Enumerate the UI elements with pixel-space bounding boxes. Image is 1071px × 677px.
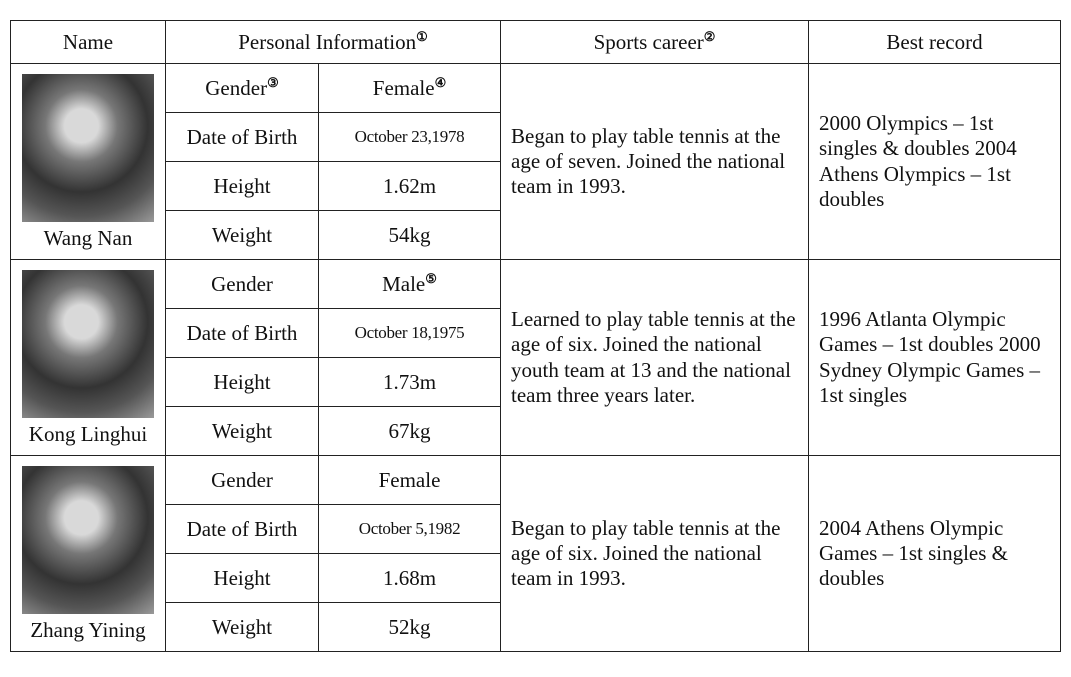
header-cell: Best record bbox=[809, 21, 1061, 64]
info-label: Gender bbox=[166, 456, 319, 505]
header-cell: Personal Information① bbox=[166, 21, 501, 64]
cell-text: Weight bbox=[212, 419, 272, 443]
cell-text: Gender bbox=[211, 468, 273, 492]
sports-career: Learned to play table tennis at the age … bbox=[501, 260, 809, 456]
cell-text: Height bbox=[213, 566, 270, 590]
cell-text: 1.62m bbox=[383, 174, 436, 198]
header-cell: Sports career② bbox=[501, 21, 809, 64]
sports-career: Began to play table tennis at the age of… bbox=[501, 456, 809, 652]
cell-text: 52kg bbox=[389, 615, 431, 639]
cell-text: Date of Birth bbox=[187, 321, 298, 345]
athlete-photo bbox=[22, 466, 154, 614]
footnote-mark: ④ bbox=[435, 75, 447, 90]
info-value: 1.68m bbox=[319, 554, 501, 603]
cell-text: Female bbox=[373, 76, 435, 100]
footnote-mark: ⑤ bbox=[425, 271, 437, 286]
athlete-name: Zhang Yining bbox=[15, 618, 161, 643]
cell-text: Male bbox=[382, 272, 425, 296]
info-label: Date of Birth bbox=[166, 505, 319, 554]
info-value: Female④ bbox=[319, 64, 501, 113]
best-record: 1996 Atlanta Olympic Games – 1st doubles… bbox=[809, 260, 1061, 456]
person-cell: Wang Nan bbox=[11, 64, 166, 260]
best-record: 2000 Olympics – 1st singles & doubles 20… bbox=[809, 64, 1061, 260]
cell-text: Height bbox=[213, 370, 270, 394]
info-label: Date of Birth bbox=[166, 113, 319, 162]
cell-text: Name bbox=[63, 30, 113, 54]
info-label: Height bbox=[166, 162, 319, 211]
info-label: Gender bbox=[166, 260, 319, 309]
cell-text: Best record bbox=[886, 30, 982, 54]
info-value: October 5,1982 bbox=[319, 505, 501, 554]
cell-text: Female bbox=[379, 468, 441, 492]
cell-text: 1.68m bbox=[383, 566, 436, 590]
cell-text: Gender bbox=[205, 76, 267, 100]
info-value: 54kg bbox=[319, 211, 501, 260]
footnote-mark: ② bbox=[704, 29, 716, 44]
info-label: Weight bbox=[166, 407, 319, 456]
cell-text: October 23,1978 bbox=[355, 127, 465, 146]
person-cell: Zhang Yining bbox=[11, 456, 166, 652]
athlete-name: Wang Nan bbox=[15, 226, 161, 251]
sports-career: Began to play table tennis at the age of… bbox=[501, 64, 809, 260]
info-label: Height bbox=[166, 358, 319, 407]
info-value: 67kg bbox=[319, 407, 501, 456]
cell-text: Height bbox=[213, 174, 270, 198]
footnote-mark: ③ bbox=[267, 75, 279, 90]
best-record: 2004 Athens Olympic Games – 1st singles … bbox=[809, 456, 1061, 652]
info-value: 1.62m bbox=[319, 162, 501, 211]
info-label: Gender③ bbox=[166, 64, 319, 113]
cell-text: Date of Birth bbox=[187, 517, 298, 541]
info-value: October 18,1975 bbox=[319, 309, 501, 358]
cell-text: Personal Information bbox=[238, 30, 416, 54]
info-label: Weight bbox=[166, 603, 319, 652]
athlete-name: Kong Linghui bbox=[15, 422, 161, 447]
athlete-photo bbox=[22, 74, 154, 222]
cell-text: Date of Birth bbox=[187, 125, 298, 149]
cell-text: Sports career bbox=[594, 30, 704, 54]
cell-text: Weight bbox=[212, 615, 272, 639]
person-cell: Kong Linghui bbox=[11, 260, 166, 456]
cell-text: 1.73m bbox=[383, 370, 436, 394]
info-label: Height bbox=[166, 554, 319, 603]
cell-text: 67kg bbox=[389, 419, 431, 443]
cell-text: 54kg bbox=[389, 223, 431, 247]
cell-text: October 5,1982 bbox=[359, 519, 461, 538]
info-value: Female bbox=[319, 456, 501, 505]
info-label: Weight bbox=[166, 211, 319, 260]
info-label: Date of Birth bbox=[166, 309, 319, 358]
info-value: Male⑤ bbox=[319, 260, 501, 309]
cell-text: Weight bbox=[212, 223, 272, 247]
cell-text: Gender bbox=[211, 272, 273, 296]
cell-text: October 18,1975 bbox=[355, 323, 465, 342]
header-cell: Name bbox=[11, 21, 166, 64]
info-value: 52kg bbox=[319, 603, 501, 652]
info-value: 1.73m bbox=[319, 358, 501, 407]
info-value: October 23,1978 bbox=[319, 113, 501, 162]
page: {"table": { "header": [ {"text": "Name"}… bbox=[0, 0, 1071, 677]
athlete-photo bbox=[22, 270, 154, 418]
footnote-mark: ① bbox=[416, 29, 428, 44]
